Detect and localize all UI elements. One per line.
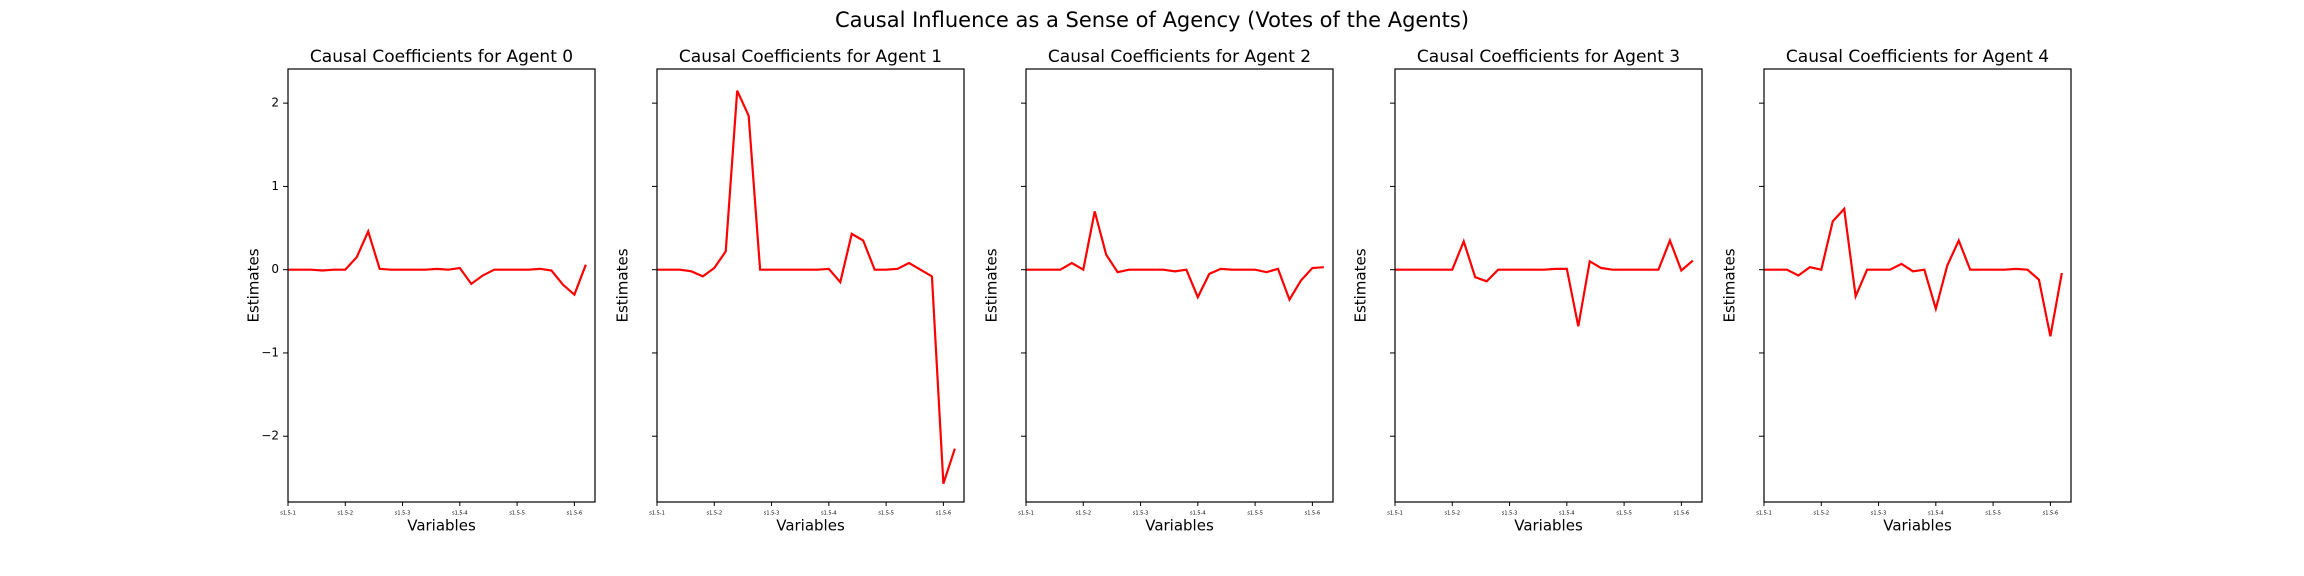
x-tick-label: s1.5-2 [338, 511, 354, 517]
x-tick-label: s1.5-4 [1190, 511, 1206, 517]
data-line [1395, 237, 1694, 327]
x-tick-label: s1.5-6 [1305, 511, 1321, 517]
x-tick-label: s1.5-2 [1814, 511, 1830, 517]
x-tick-label: s1.5-2 [1445, 511, 1461, 517]
x-tick-label: s1.5-4 [1928, 511, 1944, 517]
x-tick-label: s1.5-5 [1247, 511, 1263, 517]
axes-frame [1025, 68, 1334, 503]
x-axis-label: Variables [1883, 517, 1952, 535]
x-tick-label: s1.5-4 [452, 511, 468, 517]
subplot-title: Causal Coefficients for Agent 1 [679, 47, 942, 67]
x-tick-label: s1.5-5 [1985, 511, 2001, 517]
y-axis-label: Estimates [245, 248, 263, 322]
x-tick-label: s1.5-1 [649, 511, 665, 517]
x-axis-label: Variables [776, 517, 845, 535]
x-tick-label: s1.5-1 [1018, 511, 1034, 517]
x-tick-label: s1.5-6 [936, 511, 952, 517]
y-axis-label: Estimates [614, 248, 632, 322]
x-tick-label: s1.5-3 [764, 511, 780, 517]
y-tick-label: 1 [271, 179, 279, 193]
subplot-title: Causal Coefficients for Agent 4 [1786, 47, 2049, 67]
y-tick-label: 2 [271, 96, 279, 110]
y-axis-label: Estimates [983, 248, 1001, 322]
subplot-title: Causal Coefficients for Agent 3 [1417, 47, 1680, 67]
x-tick-label: s1.5-2 [707, 511, 723, 517]
x-tick-label: s1.5-4 [1559, 511, 1575, 517]
x-tick-label: s1.5-1 [280, 511, 296, 517]
y-tick-label: −1 [261, 345, 279, 359]
x-tick-label: s1.5-1 [1387, 511, 1403, 517]
x-tick-label: s1.5-1 [1756, 511, 1772, 517]
axes-frame [656, 68, 965, 503]
y-axis-label: Estimates [1352, 248, 1370, 322]
x-tick-label: s1.5-6 [2043, 511, 2059, 517]
subplot-title: Causal Coefficients for Agent 2 [1048, 47, 1311, 67]
data-line [657, 90, 956, 485]
x-tick-label: s1.5-3 [395, 511, 411, 517]
axes-frame [287, 68, 596, 503]
figure-title: Causal Influence as a Sense of Agency (V… [835, 8, 1469, 32]
x-tick-label: s1.5-6 [1674, 511, 1690, 517]
y-tick-label: 0 [271, 262, 279, 276]
subplot-title: Causal Coefficients for Agent 0 [310, 47, 573, 67]
x-tick-label: s1.5-3 [1502, 511, 1518, 517]
x-tick-label: s1.5-5 [1616, 511, 1632, 517]
x-axis-label: Variables [1145, 517, 1214, 535]
axes-frame [1394, 68, 1703, 503]
x-tick-label: s1.5-6 [567, 511, 583, 517]
x-tick-label: s1.5-3 [1871, 511, 1887, 517]
x-tick-label: s1.5-5 [509, 511, 525, 517]
data-line [1764, 206, 2063, 337]
data-line [1026, 211, 1324, 303]
x-tick-label: s1.5-2 [1076, 511, 1092, 517]
x-axis-label: Variables [407, 517, 476, 535]
axes-frame [1763, 68, 2072, 503]
x-axis-label: Variables [1514, 517, 1583, 535]
y-axis-label: Estimates [1721, 248, 1739, 322]
data-line [288, 228, 587, 297]
y-tick-label: −2 [261, 429, 279, 443]
x-tick-label: s1.5-4 [821, 511, 837, 517]
x-tick-label: s1.5-5 [878, 511, 894, 517]
x-tick-label: s1.5-3 [1133, 511, 1149, 517]
